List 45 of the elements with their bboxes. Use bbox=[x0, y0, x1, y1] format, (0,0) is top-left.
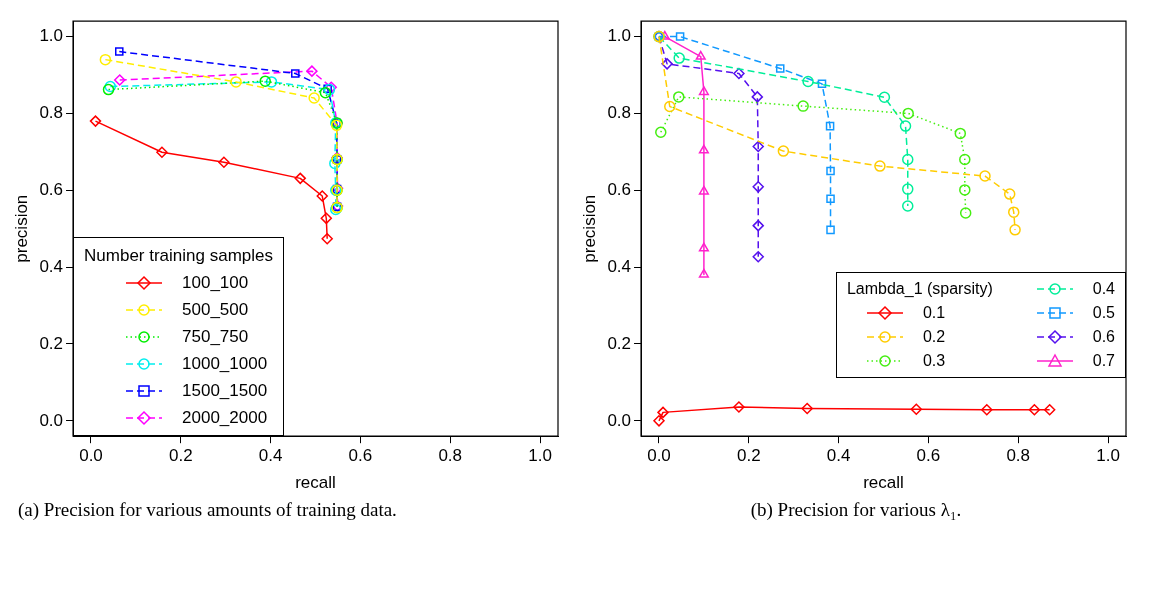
x-axis-title: recall bbox=[863, 473, 904, 493]
x-tick-label: 0.4 bbox=[826, 446, 851, 466]
legend-label: 0.2 bbox=[922, 327, 946, 348]
legend-label: 0.1 bbox=[922, 303, 946, 324]
text: (b) Precision for various λ₁. bbox=[749, 498, 963, 522]
y-tick-label: 1.0 bbox=[607, 26, 632, 46]
y-axis-title: precision bbox=[11, 194, 31, 263]
legend-label: 0.6 bbox=[1092, 327, 1115, 348]
legend-title: Lambda_1 (sparsity) bbox=[846, 279, 993, 300]
x-tick-label: 0.0 bbox=[79, 446, 103, 466]
y-tick-label: 0.0 bbox=[39, 410, 64, 430]
y-axis-title: precision bbox=[579, 194, 599, 263]
legend-label: 500_500 bbox=[182, 299, 249, 322]
legend-label: 2000_2000 bbox=[182, 407, 268, 430]
legend-label: 1000_1000 bbox=[182, 353, 268, 376]
y-tick-label: 0.2 bbox=[607, 333, 632, 353]
y-tick-label: 0.4 bbox=[39, 256, 64, 276]
y-tick-label: 0.8 bbox=[39, 103, 64, 123]
x-axis-title: recall bbox=[295, 473, 336, 493]
x-tick-label: 1.0 bbox=[1096, 446, 1120, 466]
y-tick-label: 0.2 bbox=[39, 333, 64, 353]
legend-label: 100_100 bbox=[182, 272, 249, 295]
y-tick-label: 0.6 bbox=[607, 179, 632, 199]
y-tick-label: 0.4 bbox=[607, 256, 632, 276]
legend-title: Number training samples bbox=[84, 245, 273, 268]
x-tick-label: 0.8 bbox=[438, 446, 463, 466]
x-tick-label: 0.0 bbox=[647, 446, 671, 466]
y-tick-label: 0.8 bbox=[607, 103, 632, 123]
legend-label: 0.4 bbox=[1092, 279, 1115, 300]
x-tick-label: 1.0 bbox=[528, 446, 552, 466]
x-tick-label: 0.2 bbox=[736, 446, 761, 466]
x-tick-label: 0.8 bbox=[1006, 446, 1031, 466]
legend-label: 0.3 bbox=[922, 351, 946, 372]
legend-label: 1500_1500 bbox=[182, 380, 268, 403]
text: (a) Precision for various amounts of training data. bbox=[17, 498, 398, 522]
x-tick-label: 0.4 bbox=[258, 446, 283, 466]
x-tick-label: 0.2 bbox=[168, 446, 193, 466]
x-tick-label: 0.6 bbox=[916, 446, 941, 466]
legend-label: 750_750 bbox=[182, 326, 249, 349]
y-tick-label: 0.6 bbox=[39, 179, 64, 199]
y-tick-label: 1.0 bbox=[39, 26, 64, 46]
x-tick-label: 0.6 bbox=[348, 446, 373, 466]
y-tick-label: 0.0 bbox=[607, 410, 632, 430]
legend-label: 0.5 bbox=[1092, 303, 1115, 324]
legend-label: 0.7 bbox=[1092, 351, 1115, 372]
